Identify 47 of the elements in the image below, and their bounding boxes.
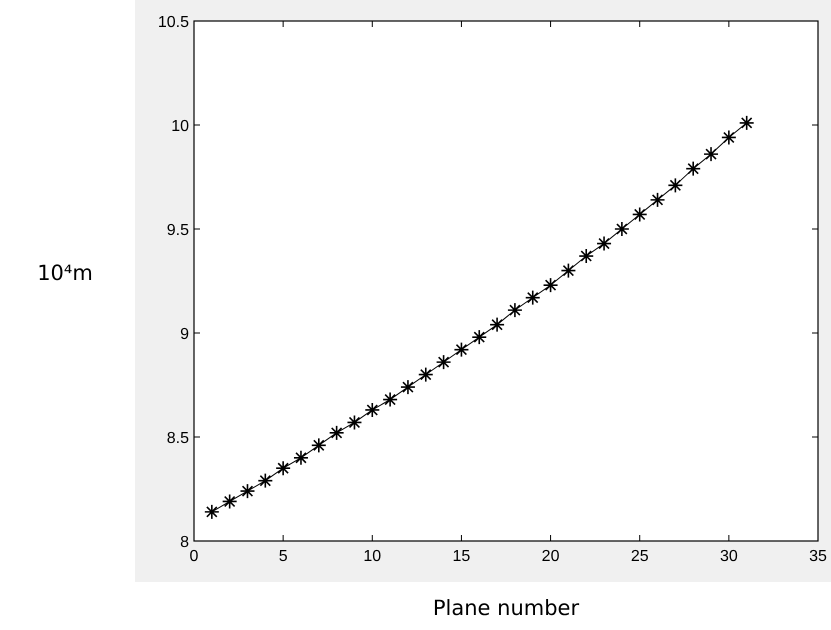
point: [596, 236, 612, 252]
point: [418, 366, 434, 382]
x-tick-label: 20: [542, 548, 560, 565]
point: [632, 206, 648, 222]
point: [542, 277, 558, 293]
point: [471, 329, 488, 345]
y-tick-label: 8: [180, 534, 190, 551]
x-tick-label: 5: [278, 548, 288, 565]
point: [614, 221, 630, 237]
point: [311, 438, 327, 454]
y-tick-label: 10.5: [158, 14, 190, 31]
point: [364, 402, 380, 418]
x-tick-label: 15: [452, 548, 470, 565]
point: [258, 472, 274, 488]
x-tick-label: 10: [363, 548, 382, 565]
point: [382, 392, 398, 408]
point: [346, 414, 362, 430]
x-tick-label: 30: [720, 548, 738, 565]
point: [668, 178, 684, 194]
point: [578, 248, 594, 264]
y-axis-title: 10⁴m: [37, 261, 93, 285]
x-axis-title: Plane number: [432, 596, 580, 620]
point: [560, 262, 576, 278]
point: [650, 192, 666, 208]
y-tick-label: 9.5: [166, 222, 190, 239]
point: [454, 342, 470, 358]
point: [275, 460, 291, 476]
point: [222, 494, 238, 510]
point: [738, 115, 754, 131]
point: [703, 146, 719, 162]
x-tick-label: 25: [630, 548, 649, 565]
point: [204, 504, 220, 520]
y-tick-label: 9: [180, 326, 190, 343]
point: [436, 354, 452, 370]
point: [507, 302, 523, 318]
point: [293, 450, 309, 466]
point: [328, 425, 344, 441]
point: [721, 130, 737, 146]
point: [685, 160, 701, 176]
y-tick-label: 10: [171, 118, 190, 135]
x-tick-label: 35: [809, 548, 827, 565]
point: [400, 379, 416, 395]
point: [240, 483, 256, 499]
x-tick-label: 0: [190, 548, 199, 565]
point: [524, 290, 541, 306]
point: [489, 316, 505, 332]
y-tick-label: 8.5: [166, 430, 190, 447]
